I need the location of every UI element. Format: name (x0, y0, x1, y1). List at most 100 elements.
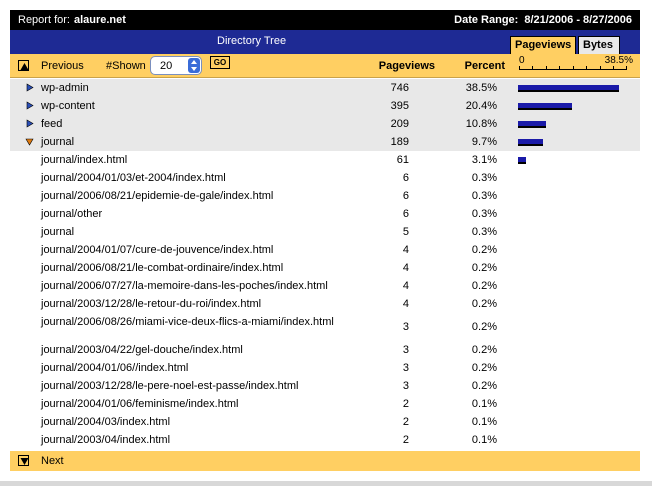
row-pageviews: 3 (402, 321, 409, 333)
row-path: journal/2004/01/03/et-2004/index.html (41, 172, 226, 184)
row-percent: 0.2% (471, 321, 497, 333)
date-value: 8/21/2006 - 8/27/2006 (524, 14, 632, 26)
column-header: Previous #Shown 20 GO Pageviews Percent … (10, 54, 640, 78)
row-percent: 20.4% (465, 100, 497, 112)
row-percent: 0.3% (471, 208, 497, 220)
report-label: Report for: (18, 14, 70, 26)
row-path: journal/2004/01/06//index.html (41, 362, 189, 374)
row-percent: 0.2% (471, 362, 497, 374)
table-row: journal 5 0.3% (10, 223, 640, 241)
row-path[interactable]: feed (41, 118, 63, 130)
row-path[interactable]: journal (41, 136, 75, 148)
row-pageviews: 6 (402, 208, 409, 220)
row-percent-bar (518, 85, 619, 92)
report-header: Report for: alaure.net Date Range: 8/21/20… (10, 10, 640, 30)
shown-select[interactable]: 20 (150, 56, 202, 75)
scale-tick (573, 66, 574, 70)
row-pageviews: 3 (402, 362, 409, 374)
row-path: journal/2003/04/22/gel-douche/index.html (41, 344, 243, 356)
scale-tick (559, 66, 560, 70)
table-row: journal/2003/04/22/gel-douche/index.html… (10, 341, 640, 359)
row-percent: 0.3% (471, 226, 497, 238)
scale-tick (546, 66, 547, 70)
row-pageviews: 2 (402, 398, 409, 410)
table-row: journal/other 6 0.3% (10, 205, 640, 223)
previous-arrow-icon[interactable] (18, 60, 29, 71)
row-pageviews: 3 (402, 344, 409, 356)
row-percent: 0.2% (471, 298, 497, 310)
scale-tick (519, 66, 520, 70)
next-link[interactable]: Next (41, 455, 64, 467)
percent-scale: 0 38.5% (517, 55, 633, 77)
window-bottom-edge (0, 481, 652, 486)
row-pageviews: 395 (390, 100, 409, 112)
pageviews-column-header[interactable]: Pageviews (378, 60, 435, 72)
table-row: journal/2004/01/06//index.html 3 0.2% (10, 359, 640, 377)
table-footer: Next (10, 451, 640, 471)
row-percent: 10.8% (465, 118, 497, 130)
date-label: Date Range: (454, 14, 519, 26)
scale-max: 38.5% (604, 55, 633, 66)
row-path: journal/2006/07/27/la-memoire-dans-les-p… (41, 280, 328, 292)
row-percent-bar (518, 139, 543, 146)
row-percent: 0.2% (471, 380, 497, 392)
report-title: Directory Tree (217, 35, 287, 47)
row-path: journal/2004/01/06/feminisme/index.html (41, 398, 239, 410)
row-path: journal/2004/01/07/cure-de-jouvence/inde… (41, 244, 274, 256)
tab-pageviews[interactable]: Pageviews (510, 36, 576, 54)
collapsed-triangle-icon[interactable] (25, 83, 34, 95)
row-path[interactable]: wp-content (41, 100, 95, 112)
expanded-triangle-icon[interactable] (25, 137, 34, 149)
previous-link[interactable]: Previous (41, 60, 84, 72)
table-row: journal/2006/08/26/miami-vice-deux-flics… (10, 313, 640, 341)
folder-row[interactable]: wp-admin 746 38.5% (10, 79, 640, 97)
site-name: alaure.net (73, 14, 126, 26)
percent-column-header[interactable]: Percent (464, 60, 505, 72)
row-percent-bar (518, 103, 572, 110)
row-pageviews: 3 (402, 380, 409, 392)
tab-strip: Directory Tree Pageviews Bytes (10, 30, 640, 54)
row-path: journal/2003/12/28/le-retour-du-roi/inde… (41, 298, 262, 310)
row-percent-bar (518, 157, 526, 164)
row-pageviews: 6 (402, 172, 409, 184)
collapsed-triangle-icon[interactable] (25, 119, 34, 131)
row-path[interactable]: wp-admin (41, 82, 89, 94)
report-frame: Report for: alaure.net Date Range: 8/21/20… (10, 10, 640, 477)
row-percent: 0.2% (471, 244, 497, 256)
scale-tick (600, 66, 601, 70)
folder-row[interactable]: feed 209 10.8% (10, 115, 640, 133)
row-percent: 0.1% (471, 434, 497, 446)
row-percent: 0.1% (471, 398, 497, 410)
table-row: journal/2004/01/07/cure-de-jouvence/inde… (10, 241, 640, 259)
folder-row[interactable]: journal 189 9.7% (10, 133, 640, 151)
scale-tick (586, 66, 587, 70)
tab-bytes[interactable]: Bytes (578, 36, 620, 54)
row-percent: 0.2% (471, 262, 497, 274)
row-percent: 0.3% (471, 190, 497, 202)
row-pageviews: 5 (402, 226, 409, 238)
row-path: journal (41, 226, 75, 238)
row-path: journal/2003/12/28/le-pere-noel-est-pass… (41, 380, 299, 392)
table-row: journal/2003/12/28/le-retour-du-roi/inde… (10, 295, 640, 313)
row-percent: 0.3% (471, 172, 497, 184)
row-pageviews: 209 (390, 118, 409, 130)
scale-min: 0 (519, 55, 525, 66)
row-pageviews: 4 (402, 244, 409, 256)
table-row: journal/2004/01/06/feminisme/index.html 2… (10, 395, 640, 413)
row-path: journal/2004/03/index.html (41, 416, 171, 428)
next-arrow-icon[interactable] (18, 455, 29, 466)
row-percent: 9.7% (471, 136, 497, 148)
report-for: Report for: alaure.net (18, 14, 126, 26)
collapsed-triangle-icon[interactable] (25, 101, 34, 113)
go-button[interactable]: GO (210, 56, 230, 69)
row-percent-bar (518, 121, 546, 128)
row-pageviews: 6 (402, 190, 409, 202)
row-pageviews: 4 (402, 298, 409, 310)
scale-tick (532, 66, 533, 70)
select-arrows-icon (188, 58, 200, 73)
scale-tick (613, 66, 614, 70)
table-row: journal/2006/08/21/epidemie-de-gale/inde… (10, 187, 640, 205)
row-percent: 0.2% (471, 280, 497, 292)
folder-row[interactable]: wp-content 395 20.4% (10, 97, 640, 115)
table-row: journal/index.html 61 3.1% (10, 151, 640, 169)
